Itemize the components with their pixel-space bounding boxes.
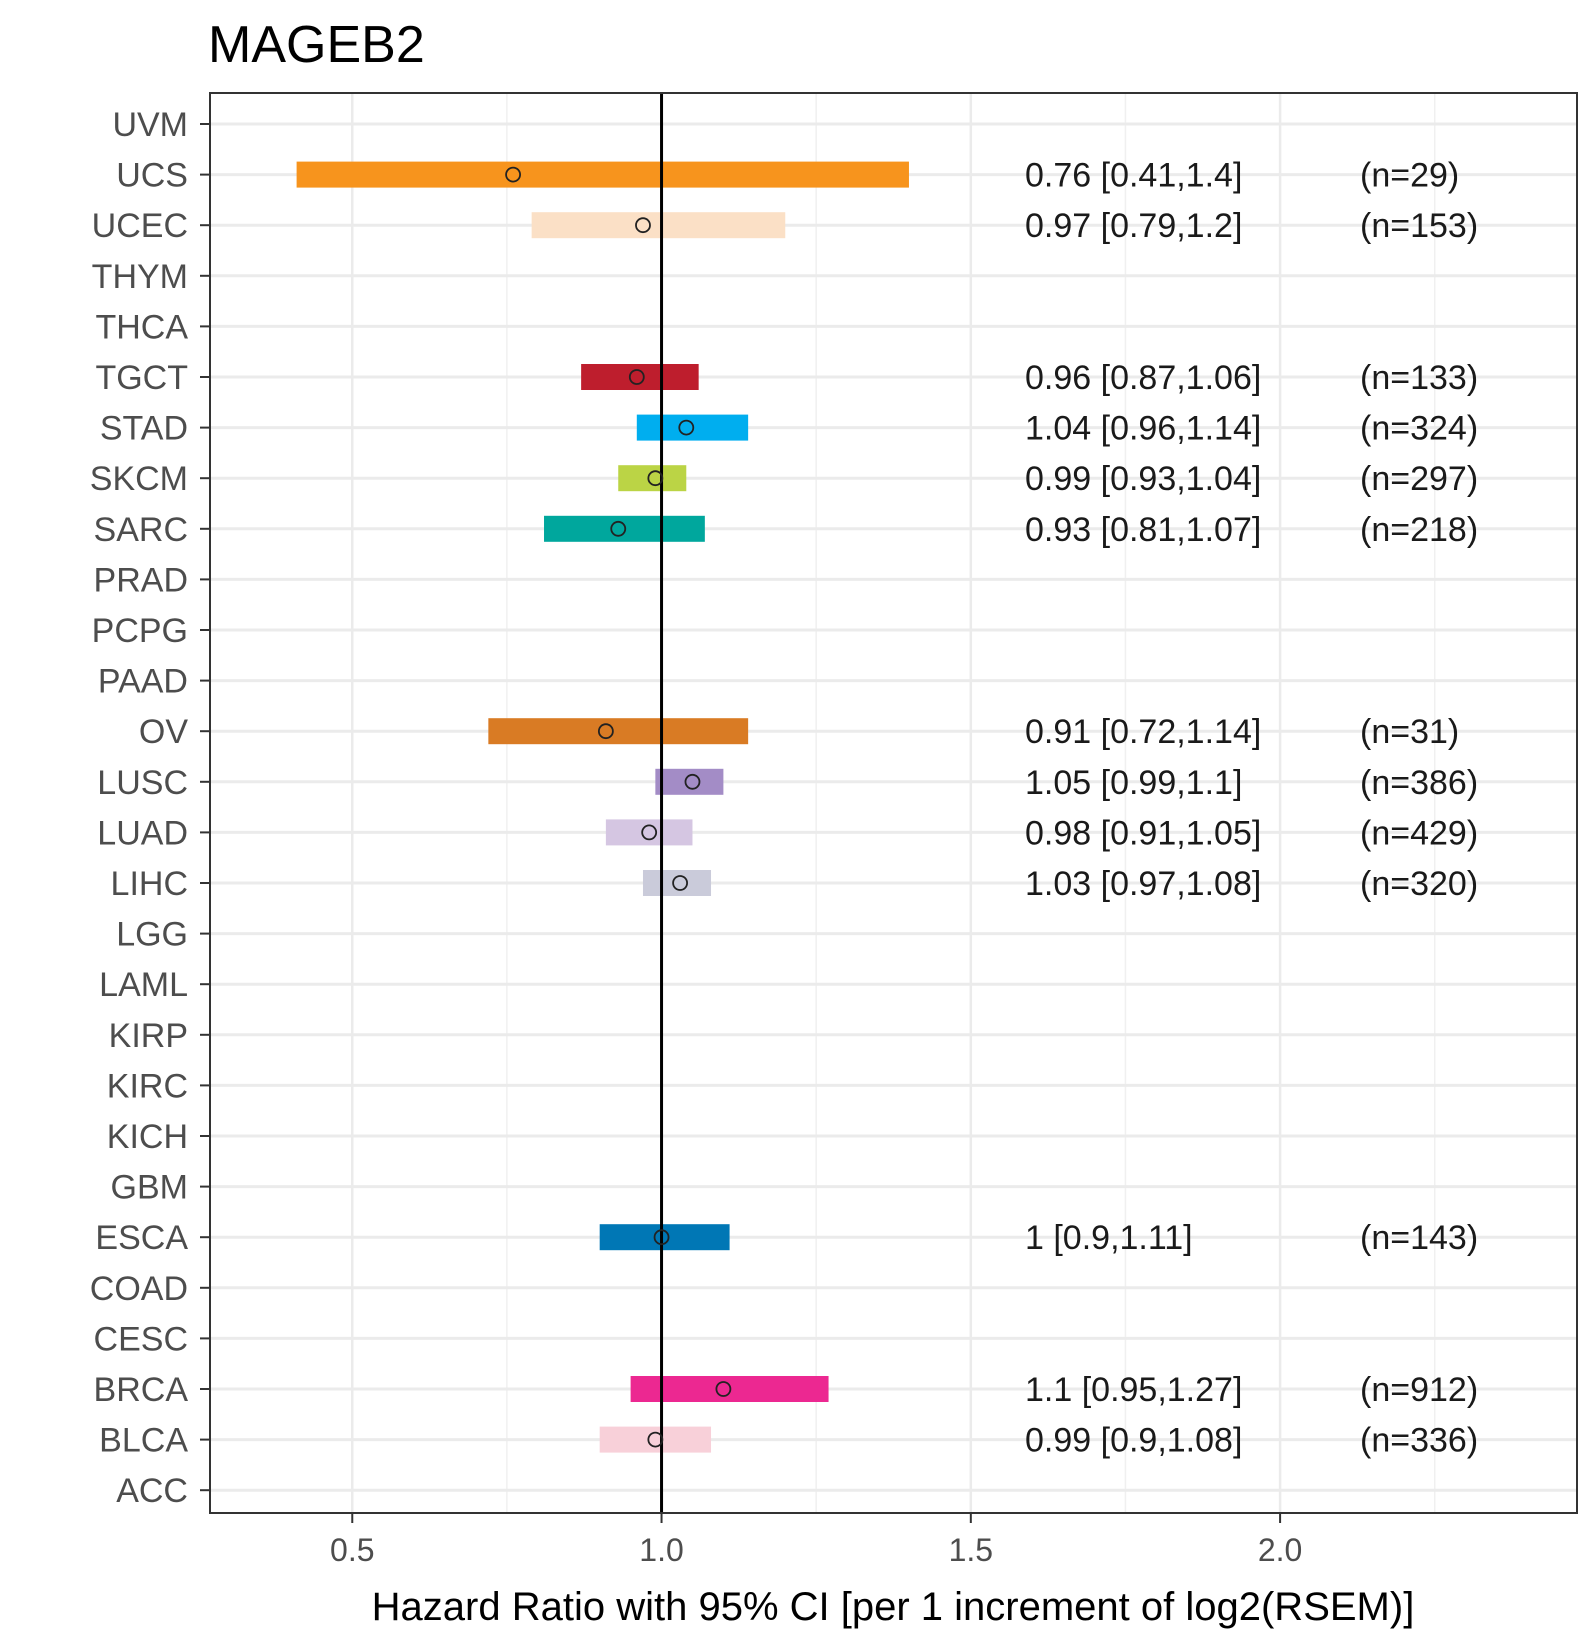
y-tick-label: UCEC [92,207,188,245]
y-tick-label: SKCM [90,460,188,498]
n-label-blca: (n=336) [1360,1422,1478,1460]
ci-bar-ucs [296,161,909,188]
n-label-luad: (n=429) [1360,814,1478,852]
ci-bar-luad [605,819,693,846]
y-tick-label: KICH [107,1118,188,1156]
y-tick-label: KIRP [109,1017,188,1055]
hr-ci-label-ov: 0.91 [0.72,1.14] [1025,713,1261,751]
n-label-sarc: (n=218) [1360,511,1478,549]
hr-point-lihc [672,875,688,891]
ci-bar-skcm [618,465,687,492]
y-tick-label: ESCA [95,1219,188,1257]
y-tick-label: COAD [90,1270,188,1308]
ci-bar-blca [599,1426,712,1453]
hr-point-stad [678,419,695,436]
ci-bar-esca [599,1224,730,1251]
hr-point-ucec [635,217,651,234]
hr-ci-label-sarc: 0.93 [0.81,1.07] [1025,511,1261,549]
x-axis: 0.5 1.0 1.5 2.0 [330,1513,1302,1568]
chart-title: MAGEB2 [208,16,425,74]
x-tick-label: 1.0 [639,1532,683,1568]
hr-ci-label-ucs: 0.76 [0.41,1.4] [1025,157,1242,195]
hr-point-lusc [684,773,701,790]
hr-ci-label-brca: 1.1 [0.95,1.27] [1025,1371,1242,1409]
n-label-ucec: (n=153) [1360,207,1478,245]
ci-bar-lihc [642,870,712,896]
ci-bar-ucec [531,212,786,239]
y-tick-label: THYM [92,258,188,296]
hr-ci-label-tgct: 0.96 [0.87,1.06] [1025,359,1261,397]
y-tick-label: KIRC [107,1067,188,1105]
hr-point-skcm [647,470,664,487]
ci-bar-tgct [581,364,699,390]
hr-ci-label-lusc: 1.05 [0.99,1.1] [1025,764,1242,802]
hr-ci-label-esca: 1 [0.9,1.11] [1025,1219,1193,1257]
hr-point-blca [647,1431,664,1448]
y-tick-label: STAD [100,410,188,448]
hr-points [505,166,732,1448]
plot-panel-border [209,92,1578,1514]
hr-ci-label-stad: 1.04 [0.96,1.14] [1025,410,1261,448]
y-tick-label: PAAD [98,663,188,701]
n-label-lihc: (n=320) [1360,865,1478,903]
y-tick-label: PCPG [92,612,188,650]
y-tick-label: BLCA [99,1422,188,1460]
hr-ci-label-blca: 0.99 [0.9,1.08] [1025,1422,1242,1460]
y-tick-label: OV [139,713,188,751]
x-tick-label: 2.0 [1258,1532,1302,1568]
x-axis-title: Hazard Ratio with 95% CI [per 1 incremen… [372,1585,1415,1629]
ci-bar-lusc [655,768,724,795]
hr-point-tgct [628,369,645,385]
n-label-brca: (n=912) [1360,1371,1478,1409]
hr-ci-label-ucec: 0.97 [0.79,1.2] [1025,207,1242,245]
annotations: 0.76 [0.41,1.4] (n=29) 0.97 [0.79,1.2] (n=1… [1025,157,1478,1460]
hr-ci-label-luad: 0.98 [0.91,1.05] [1025,814,1261,852]
hr-ci-label-lihc: 1.03 [0.97,1.08] [1025,865,1261,903]
y-tick-label: LUAD [97,814,188,852]
y-tick-label: LIHC [111,865,188,903]
hr-point-brca [715,1381,732,1397]
hr-point-ov [597,723,614,740]
n-label-stad: (n=324) [1360,410,1478,448]
y-axis: UVM UCS UCEC THYM THCA TGCT STAD SKCM SARC PRAD PC… [90,106,210,1510]
y-tick-label: ACC [116,1472,188,1510]
y-tick-label: PRAD [94,561,188,599]
n-label-ucs: (n=29) [1360,157,1459,195]
n-label-ov: (n=31) [1360,713,1459,751]
x-tick-label: 0.5 [330,1532,374,1568]
x-tick-label: 1.5 [949,1532,993,1568]
hr-point-ucs [505,166,521,183]
y-tick-label: THCA [95,308,188,346]
ci-bar-ov [488,718,749,745]
n-label-esca: (n=143) [1360,1219,1478,1257]
n-label-lusc: (n=386) [1360,764,1478,802]
y-tick-label: LAML [99,966,188,1004]
y-tick-label: SARC [94,511,188,549]
y-tick-label: BRCA [94,1371,189,1409]
y-tick-label: UVM [112,106,188,144]
ci-bars [296,161,909,1453]
hr-point-esca [653,1229,670,1246]
y-tick-label: TGCT [95,359,188,397]
hr-point-sarc [610,520,627,537]
y-tick-label: GBM [111,1169,188,1207]
y-tick-label: LUSC [97,764,188,802]
y-tick-label: LGG [116,916,188,954]
hr-ci-label-skcm: 0.99 [0.93,1.04] [1025,460,1261,498]
hr-point-luad [641,824,658,841]
y-tick-label: UCS [116,157,188,195]
n-label-skcm: (n=297) [1360,460,1478,498]
n-label-tgct: (n=133) [1360,359,1478,397]
y-tick-label: CESC [94,1320,188,1358]
